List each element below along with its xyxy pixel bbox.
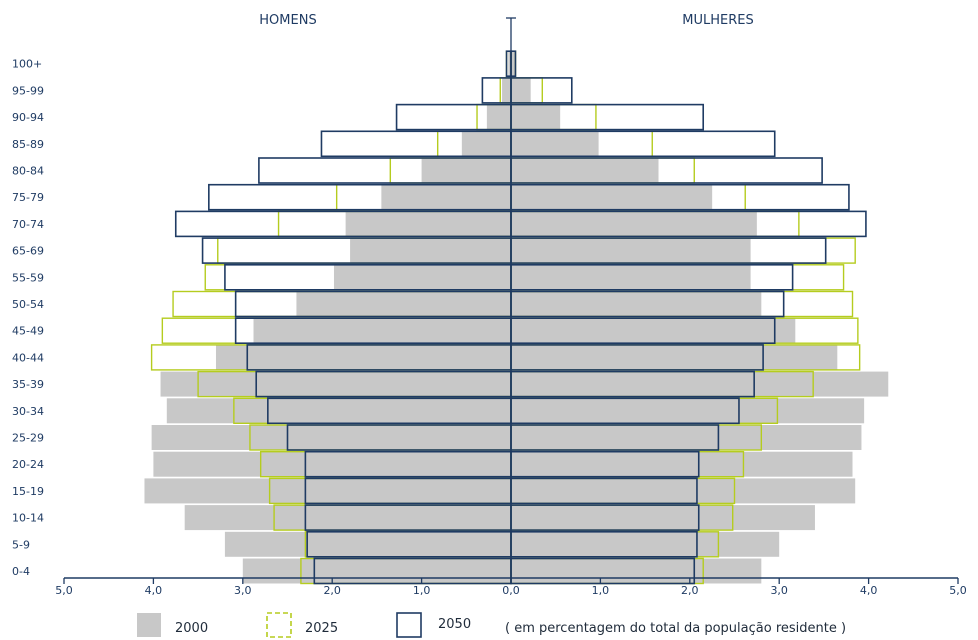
category-label: 90-94 bbox=[12, 111, 44, 124]
bars-layer bbox=[144, 50, 889, 585]
bar-men-2000-5-9 bbox=[224, 531, 512, 557]
category-label: 55-59 bbox=[12, 271, 44, 284]
x-tick-label: 5,0 bbox=[949, 584, 967, 597]
legend-swatch-2050 bbox=[396, 612, 422, 638]
x-tick-label: 1,0 bbox=[413, 584, 431, 597]
bar-women-2000-95-99 bbox=[511, 77, 531, 103]
category-label: 10-14 bbox=[12, 512, 44, 525]
category-label: 70-74 bbox=[12, 218, 44, 231]
bar-women-2000-45-49 bbox=[511, 318, 796, 344]
bar-men-2000-20-24 bbox=[153, 451, 511, 477]
legend-swatch-2000 bbox=[137, 613, 161, 637]
category-label: 30-34 bbox=[12, 405, 44, 418]
x-tick-label: 5,0 bbox=[55, 584, 73, 597]
category-label: 65-69 bbox=[12, 245, 44, 258]
left-title: HOMENS bbox=[259, 13, 316, 28]
bar-women-2000-55-59 bbox=[511, 264, 751, 290]
category-label: 40-44 bbox=[12, 351, 44, 364]
bar-men-2000-80-84 bbox=[421, 158, 511, 183]
category-label: 35-39 bbox=[12, 378, 44, 391]
legend-label-2025: 2025 bbox=[305, 621, 338, 636]
category-label: 15-19 bbox=[12, 485, 44, 498]
bar-men-2000-85-89 bbox=[461, 131, 511, 157]
bar-women-2000-10-14 bbox=[511, 505, 815, 531]
bar-women-2000-25-29 bbox=[511, 425, 862, 450]
bar-men-2000-90-94 bbox=[486, 104, 511, 130]
legend-label-2050: 2050 bbox=[438, 617, 471, 632]
bar-women-2000-90-94 bbox=[511, 104, 561, 130]
bar-women-2000-40-44 bbox=[511, 344, 838, 370]
right-title: MULHERES bbox=[682, 13, 753, 28]
bar-women-2000-80-84 bbox=[511, 158, 659, 183]
legend-swatch-2025 bbox=[266, 612, 292, 638]
bar-men-2000-0-4 bbox=[242, 558, 512, 584]
bar-women-2000-70-74 bbox=[511, 211, 757, 237]
bar-women-2000-30-34 bbox=[511, 398, 865, 424]
category-label: 50-54 bbox=[12, 298, 44, 311]
x-tick-label: 3,0 bbox=[770, 584, 788, 597]
category-label: 45-49 bbox=[12, 325, 44, 338]
category-label: 80-84 bbox=[12, 165, 44, 178]
bar-women-2000-65-69 bbox=[511, 238, 751, 264]
bar-women-2000-50-54 bbox=[511, 291, 762, 317]
category-label: 20-24 bbox=[12, 458, 44, 471]
labels-layer: 0-4 5-9 10-14 15-19 20-24 25-29 30-34 35-39 40-4… bbox=[12, 13, 754, 578]
x-tick-label: 1,0 bbox=[592, 584, 610, 597]
x-tick-label: 3,0 bbox=[234, 584, 252, 597]
bar-men-2000-70-74 bbox=[345, 211, 511, 237]
category-label: 25-29 bbox=[12, 432, 44, 445]
x-tick-label: 4,0 bbox=[860, 584, 878, 597]
category-label: 5-9 bbox=[12, 538, 30, 551]
category-label: 95-99 bbox=[12, 84, 44, 97]
bar-women-2000-15-19 bbox=[511, 478, 856, 504]
bar-men-2000-10-14 bbox=[184, 505, 511, 531]
bar-women-2000-20-24 bbox=[511, 451, 853, 477]
legend-note: ( em percentagem do total da população r… bbox=[505, 621, 846, 636]
bar-women-2000-100+ bbox=[511, 51, 516, 77]
bar-men-2000-40-44 bbox=[215, 344, 512, 370]
bar-men-2000-55-59 bbox=[333, 264, 511, 290]
bar-men-2000-35-39 bbox=[160, 371, 511, 397]
legend-label-2000: 2000 bbox=[175, 621, 208, 636]
x-tick-label: 2,0 bbox=[681, 584, 699, 597]
bar-men-2000-100+ bbox=[508, 51, 511, 77]
bar-women-2000-85-89 bbox=[511, 131, 599, 157]
x-tick-label: 0,0 bbox=[502, 584, 520, 597]
bar-women-2000-0-4 bbox=[511, 558, 762, 584]
axes-layer: 5,0 4,0 3,0 2,0 1,0 0,0 1,0 2,0 3,0 4,0 5,0 bbox=[55, 17, 967, 597]
bar-men-2000-45-49 bbox=[253, 318, 511, 344]
x-tick-label: 2,0 bbox=[323, 584, 341, 597]
bar-women-2000-35-39 bbox=[511, 371, 889, 397]
category-label: 75-79 bbox=[12, 191, 44, 204]
bar-men-2000-15-19 bbox=[144, 478, 511, 504]
x-tick-label: 4,0 bbox=[145, 584, 163, 597]
bar-men-2000-25-29 bbox=[151, 425, 511, 450]
bar-men-2000-65-69 bbox=[350, 238, 511, 264]
category-label: 85-89 bbox=[12, 138, 44, 151]
bar-women-2000-5-9 bbox=[511, 531, 780, 557]
legend: 2000 2025 2050 ( em percentagem do total da… bbox=[137, 612, 846, 638]
bar-women-2000-75-79 bbox=[511, 184, 713, 210]
bar-men-2000-75-79 bbox=[381, 184, 511, 210]
category-label: 0-4 bbox=[12, 565, 30, 578]
category-label: 100+ bbox=[12, 58, 42, 71]
bar-men-2000-50-54 bbox=[296, 291, 511, 317]
bar-men-2000-95-99 bbox=[502, 77, 511, 103]
bar-men-2000-30-34 bbox=[166, 398, 511, 424]
